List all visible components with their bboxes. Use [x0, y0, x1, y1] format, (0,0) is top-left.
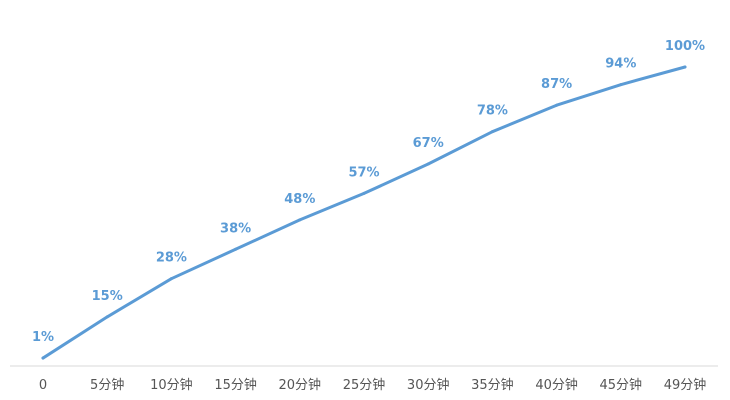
drop-lines — [106, 67, 686, 366]
x-tick-label: 20分钟 — [279, 377, 322, 393]
data-point — [426, 162, 430, 166]
x-tick-label: 25分钟 — [343, 377, 386, 393]
data-label: 48% — [284, 192, 315, 207]
x-tick-label: 35分钟 — [471, 377, 514, 393]
data-point — [169, 277, 173, 281]
data-label: 87% — [541, 77, 572, 92]
data-point — [234, 247, 238, 251]
data-label: 100% — [665, 39, 705, 54]
data-point — [362, 191, 366, 195]
data-label: 78% — [477, 104, 508, 119]
x-tick-label: 5分钟 — [90, 377, 124, 393]
data-label: 67% — [413, 136, 444, 151]
data-labels: 1% 15% 28% 38% 48% 57% 67% 78% 87% 94% 100% — [32, 39, 705, 360]
x-tick-label: 45分钟 — [600, 377, 643, 393]
x-tick-label: 49分钟 — [664, 377, 707, 393]
x-tick-label: 0 — [39, 378, 47, 393]
data-label: 38% — [220, 221, 251, 236]
data-label: 94% — [605, 57, 636, 72]
data-point — [683, 65, 687, 69]
data-label: 57% — [348, 165, 379, 180]
data-point — [555, 103, 559, 107]
data-point — [619, 83, 623, 87]
data-point — [490, 130, 494, 134]
data-point — [41, 356, 45, 360]
x-tick-label: 30分钟 — [407, 377, 450, 393]
x-tick-label: 15分钟 — [214, 377, 257, 393]
data-label: 15% — [92, 289, 123, 304]
data-label: 28% — [156, 251, 187, 266]
x-axis-tick-labels: 0 5分钟 10分钟 15分钟 20分钟 25分钟 30分钟 35分钟 40分钟 45分钟 49分钟 — [39, 377, 706, 393]
data-point — [298, 218, 302, 222]
x-tick-label: 40分钟 — [535, 377, 578, 393]
data-label: 1% — [32, 330, 54, 345]
data-point — [105, 315, 109, 319]
x-tick-label: 10分钟 — [150, 377, 193, 393]
